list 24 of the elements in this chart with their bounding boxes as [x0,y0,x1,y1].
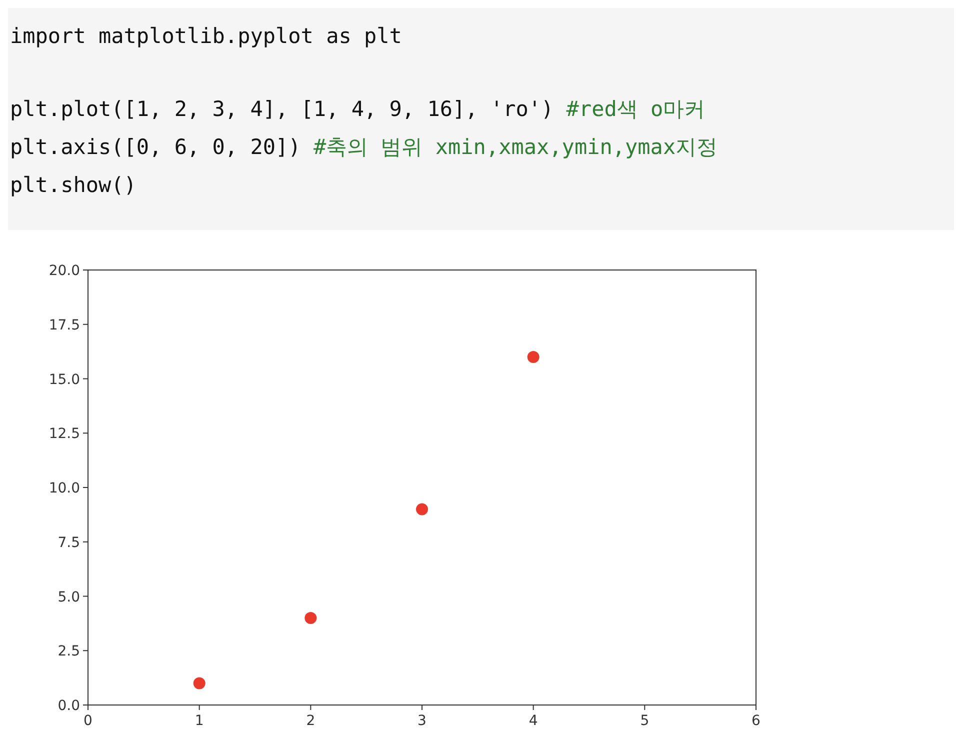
text: plt.plot([1, 2, 3, 4], [1, 4, 9, 16], 'ro') #red색 o마커 [10,97,706,121]
y-tick-label: 7.5 [58,534,80,551]
x-tick-label: 6 [752,713,761,729]
x-tick-label: 4 [528,713,538,729]
y-tick-label: 10.0 [48,480,80,496]
x-tick-label: 5 [640,713,650,729]
x-tick-label: 1 [194,713,204,729]
y-tick-label: 0.0 [58,698,80,714]
text: plt.axis([0, 6, 0, 20]) #축의 범위 xmin,xmax,ymin,ymax지정 [10,135,718,159]
point [304,612,317,624]
y-tick-label: 15.0 [48,372,80,388]
x-tick-label: 3 [418,713,426,729]
y-tick-label: 17.5 [48,317,80,334]
point [416,503,428,516]
y-tick-label: 12.5 [48,426,80,442]
point [193,677,206,690]
y-tick-label: 20.0 [48,263,80,279]
text: plt.show() [10,173,136,197]
y-tick-label: 2.5 [58,644,80,660]
y-tick-label: 5.0 [58,589,80,606]
x-tick-label: 0 [84,713,92,729]
text: import matplotlib.pyplot as plt [10,24,402,48]
x-tick-label: 2 [306,713,316,729]
point [527,351,540,363]
